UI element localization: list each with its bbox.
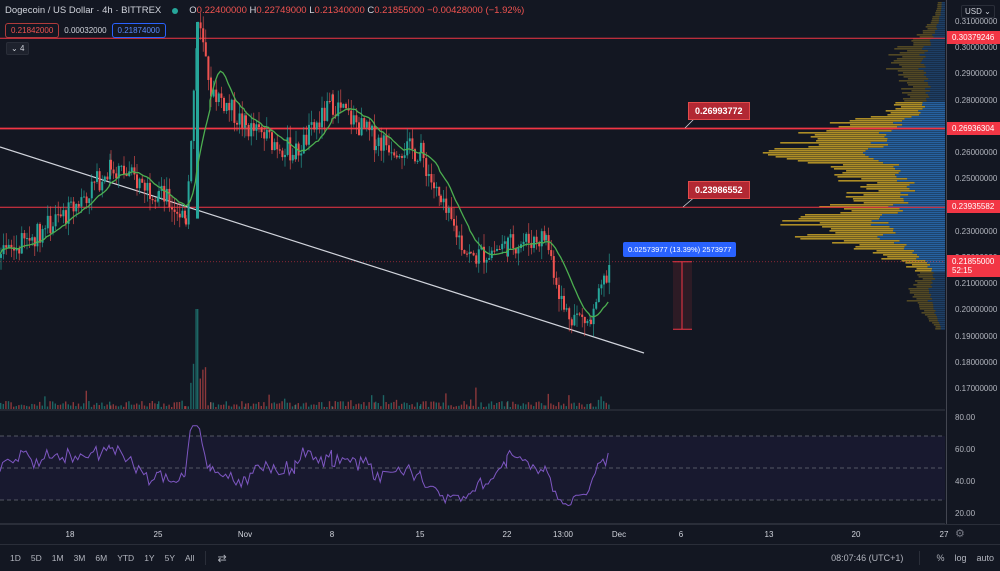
price-axis[interactable]: USD ⌄ 0.31000000 0.30000000 0.29000000 0.28… [946, 0, 1000, 524]
spread-value: 0.00032000 [64, 26, 107, 35]
symbol-title[interactable]: Dogecoin / US Dollar · 4h · BITTREX [5, 5, 162, 16]
price-tag: 0.21855000 52:15 [947, 254, 1000, 277]
chart-area[interactable] [0, 0, 945, 524]
time-axis[interactable]: 18 25 Nov 8 15 22 13:00 Dec 6 13 20 27 [0, 524, 1000, 545]
range-ytd[interactable]: YTD [117, 553, 135, 563]
time-axis-label: 25 [153, 530, 163, 539]
market-open-status-icon [172, 7, 179, 14]
price-callout-lower[interactable]: 0.23986552 [688, 181, 750, 199]
price-tag: 0.30379246 [947, 31, 1000, 45]
symbol-legend: Dogecoin / US Dollar · 4h · BITTREX O0.2… [5, 5, 524, 16]
log-scale-toggle[interactable]: log [954, 553, 967, 563]
divider [205, 551, 207, 565]
chart-canvas[interactable] [0, 0, 945, 524]
ohlc-values: O0.22400000 H0.22749000 L0.21340000 C0.2… [189, 5, 525, 16]
price-axis-label: 0.19000000 [955, 331, 998, 341]
rsi-axis-label: 40.00 [955, 477, 976, 486]
rsi-axis-label: 20.00 [955, 509, 976, 518]
indicators-collapse-button[interactable]: ⌄ 4 [6, 42, 30, 55]
range-1m[interactable]: 1M [51, 553, 64, 563]
settings-gear-icon[interactable]: ⚙ [955, 528, 965, 540]
auto-scale-toggle[interactable]: auto [976, 553, 994, 563]
sell-button[interactable]: 0.21842000 [5, 23, 60, 38]
price-range-measure-label[interactable]: 0.02573977 (13.39%) 2573977 [623, 242, 737, 257]
range-6m[interactable]: 6M [95, 553, 108, 563]
time-axis-label: 20 [851, 530, 861, 539]
price-axis-label: 0.30000000 [955, 43, 998, 53]
range-5y[interactable]: 5Y [164, 553, 175, 563]
bottom-toolbar: 1D 5D 1M 3M 6M YTD 1Y 5Y All ⇄ 08:07:46 … [0, 544, 1000, 571]
divider [919, 551, 921, 565]
clock-timezone[interactable]: 08:07:46 (UTC+1) [831, 553, 904, 563]
time-axis-label: Nov [237, 530, 253, 539]
rsi-axis-label: 80.00 [955, 413, 976, 422]
currency-selector[interactable]: USD ⌄ [961, 5, 995, 18]
price-callout-upper[interactable]: 0.26993772 [688, 102, 750, 120]
go-to-date-icon[interactable]: ⇄ [217, 552, 227, 565]
range-all[interactable]: All [185, 553, 195, 563]
quote-row: 0.21842000 0.00032000 0.21874000 [5, 23, 166, 38]
time-axis-label: 13 [764, 530, 774, 539]
price-axis-label: 0.28000000 [955, 95, 998, 105]
buy-button[interactable]: 0.21874000 [111, 23, 166, 38]
range-3m[interactable]: 3M [73, 553, 86, 563]
price-tag: 0.23935582 [947, 200, 1000, 214]
price-axis-label: 0.29000000 [955, 69, 998, 79]
time-axis-label: 15 [415, 530, 425, 539]
chevron-down-icon: ⌄ [11, 44, 18, 53]
range-1d[interactable]: 1D [10, 553, 21, 563]
price-axis-label: 0.31000000 [955, 17, 998, 26]
price-axis-label: 0.18000000 [955, 357, 998, 367]
price-axis-label: 0.20000000 [955, 305, 998, 315]
time-axis-label: 18 [65, 530, 75, 539]
range-5d[interactable]: 5D [30, 553, 42, 563]
time-axis-label: 13:00 [552, 530, 574, 539]
price-axis-label: 0.25000000 [955, 174, 998, 184]
price-axis-label: 0.26000000 [955, 148, 998, 158]
time-axis-label: Dec [611, 530, 627, 539]
time-axis-label: 22 [502, 530, 512, 539]
range-1y[interactable]: 1Y [144, 553, 155, 563]
percent-scale-toggle[interactable]: % [936, 553, 945, 563]
time-axis-label: 6 [678, 530, 684, 539]
price-axis-label: 0.17000000 [955, 384, 998, 393]
price-axis-label: 0.21000000 [955, 279, 998, 289]
price-tag: 0.26936304 [947, 121, 1000, 135]
time-axis-label: 8 [329, 530, 335, 539]
time-axis-label: 27 [939, 530, 949, 539]
rsi-axis-label: 60.00 [955, 445, 976, 454]
price-change: −0.00428000 (−1.92%) [427, 5, 525, 16]
price-axis-label: 0.23000000 [955, 226, 998, 236]
